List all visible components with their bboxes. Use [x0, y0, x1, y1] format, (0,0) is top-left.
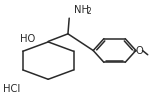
Text: 2: 2: [87, 7, 92, 16]
Text: O: O: [135, 45, 143, 56]
Text: NH: NH: [74, 5, 89, 15]
Text: HO: HO: [20, 34, 35, 44]
Text: HCl: HCl: [3, 84, 21, 94]
